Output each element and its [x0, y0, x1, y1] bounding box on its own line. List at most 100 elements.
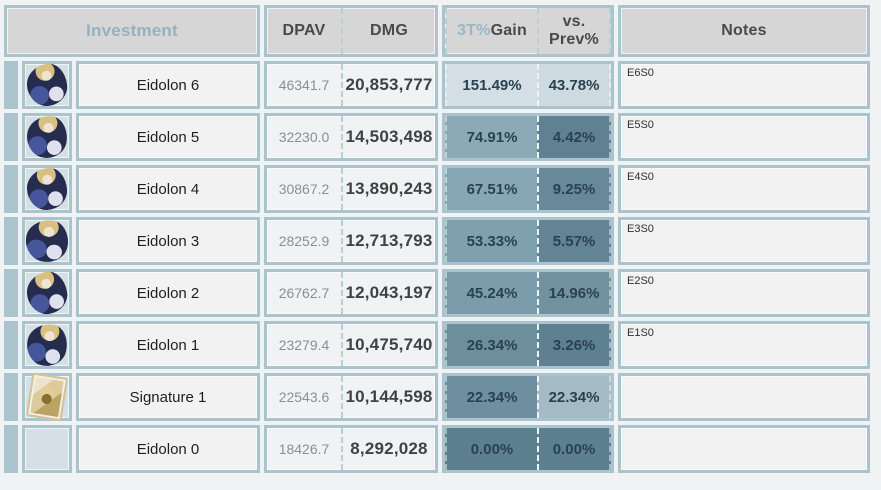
- gain-cell: 67.51%: [445, 168, 537, 210]
- dpav-dmg-group: 28252.9 12,713,793: [264, 217, 438, 265]
- prev-cell: 4.42%: [537, 116, 611, 158]
- prev-cell: 14.96%: [537, 272, 611, 314]
- gain-group: 151.49% 43.78%: [442, 61, 614, 109]
- notes-cell: E6S0: [618, 61, 870, 109]
- investment-label: Eidolon 1: [76, 321, 260, 369]
- notes-cell: E4S0: [618, 165, 870, 213]
- investment-icon-cell: [22, 165, 72, 213]
- dpav-value: 30867.2: [278, 181, 330, 197]
- row-color-strip: [4, 217, 18, 265]
- investment-icon-cell: [22, 268, 72, 318]
- gain-group: 67.51% 9.25%: [442, 165, 614, 213]
- header-notes: Notes: [618, 5, 870, 57]
- investment-icon-cell: [22, 217, 72, 265]
- gain-group: 53.33% 5.57%: [442, 217, 614, 265]
- header-gain-rest: Gain: [490, 22, 527, 39]
- investment-icon-cell: [22, 61, 72, 109]
- dmg-value: 20,853,777: [341, 64, 435, 106]
- header-dmg: DMG: [341, 8, 435, 54]
- gain-cell: 22.34%: [445, 376, 537, 418]
- dmg-value: 13,890,243: [341, 168, 435, 210]
- signature-lightcone-icon: [25, 372, 69, 422]
- dpav-dmg-group: 30867.2 13,890,243: [264, 165, 438, 213]
- gain-cell: 0.00%: [445, 428, 537, 470]
- notes-cell: E1S0: [618, 321, 870, 369]
- row-color-strip: [4, 113, 18, 161]
- investment-icon-cell: [22, 320, 72, 370]
- notes-cell: E2S0: [618, 269, 870, 317]
- dpav-dmg-group: 26762.7 12,043,197: [264, 269, 438, 317]
- dpav-value: 18426.7: [278, 441, 330, 457]
- notes-cell: [618, 425, 870, 473]
- row-color-strip: [4, 269, 18, 317]
- prev-cell: 9.25%: [537, 168, 611, 210]
- dpav-value: 26762.7: [278, 285, 330, 301]
- dpav-dmg-group: 32230.0 14,503,498: [264, 113, 438, 161]
- gain-group: 45.24% 14.96%: [442, 269, 614, 317]
- eidolon-portrait-icon: [25, 166, 69, 212]
- prev-cell: 5.57%: [537, 220, 611, 262]
- header-prev-line2: Prev%: [549, 31, 599, 48]
- investment-icon-cell: [22, 372, 72, 422]
- eidolon-portrait-icon: [25, 114, 69, 160]
- header-gain-accent: 3T%: [457, 22, 491, 39]
- eidolon-portrait-icon: [23, 320, 71, 370]
- header-dpav-dmg-group: DPAV DMG: [264, 5, 438, 57]
- gain-cell: 45.24%: [445, 272, 537, 314]
- table-row: Eidolon 2 26762.7 12,043,197 45.24% 14.9…: [4, 268, 881, 318]
- investment-label: Eidolon 3: [76, 217, 260, 265]
- dmg-value: 14,503,498: [341, 116, 435, 158]
- dmg-value: 10,475,740: [341, 324, 435, 366]
- row-color-strip: [4, 165, 18, 213]
- row-color-strip: [4, 425, 18, 473]
- header-investment: Investment: [4, 5, 260, 57]
- dpav-dmg-group: 22543.6 10,144,598: [264, 373, 438, 421]
- header-investment-label: Investment: [86, 21, 178, 40]
- page-background: Investment DPAV DMG 3T% Gain vs. Prev% N…: [4, 5, 881, 473]
- header-prev: vs. Prev%: [537, 8, 611, 54]
- prev-cell: 3.26%: [537, 324, 611, 366]
- dmg-value: 10,144,598: [341, 376, 435, 418]
- investment-icon-cell: [22, 425, 72, 473]
- notes-cell: [618, 373, 870, 421]
- investment-label: Signature 1: [76, 373, 260, 421]
- header-prev-line1: vs.: [562, 12, 586, 30]
- investment-label: Eidolon 2: [76, 269, 260, 317]
- gain-group: 26.34% 3.26%: [442, 321, 614, 369]
- dpav-value: 28252.9: [278, 233, 330, 249]
- prev-cell: 0.00%: [537, 428, 611, 470]
- eidolon-portrait-icon: [23, 268, 71, 318]
- gain-group: 0.00% 0.00%: [442, 425, 614, 473]
- dpav-value: 23279.4: [278, 337, 330, 353]
- investment-table: Investment DPAV DMG 3T% Gain vs. Prev% N…: [4, 5, 881, 473]
- prev-cell: 22.34%: [537, 376, 611, 418]
- header-gain-group: 3T% Gain vs. Prev%: [442, 5, 614, 57]
- dpav-dmg-group: 18426.7 8,292,028: [264, 425, 438, 473]
- prev-cell: 43.78%: [537, 64, 611, 106]
- row-color-strip: [4, 373, 18, 421]
- gain-cell: 74.91%: [445, 116, 537, 158]
- investment-label: Eidolon 4: [76, 165, 260, 213]
- notes-cell: E3S0: [618, 217, 870, 265]
- row-color-strip: [4, 61, 18, 109]
- dpav-dmg-group: 46341.7 20,853,777: [264, 61, 438, 109]
- investment-label: Eidolon 6: [76, 61, 260, 109]
- header-gain: 3T% Gain: [445, 8, 537, 54]
- table-header-row: Investment DPAV DMG 3T% Gain vs. Prev% N…: [4, 5, 881, 57]
- gain-cell: 151.49%: [445, 64, 537, 106]
- table-row: Eidolon 5 32230.0 14,503,498 74.91% 4.42…: [4, 113, 881, 161]
- dpav-value: 22543.6: [278, 389, 330, 405]
- investment-label: Eidolon 5: [76, 113, 260, 161]
- table-row: Eidolon 1 23279.4 10,475,740 26.34% 3.26…: [4, 320, 881, 370]
- investment-icon-cell: [22, 113, 72, 161]
- gain-cell: 53.33%: [445, 220, 537, 262]
- gain-group: 74.91% 4.42%: [442, 113, 614, 161]
- gain-cell: 26.34%: [445, 324, 537, 366]
- dpav-value: 46341.7: [278, 77, 330, 93]
- table-row: Signature 1 22543.6 10,144,598 22.34% 22…: [4, 372, 881, 422]
- table-row: Eidolon 3 28252.9 12,713,793 53.33% 5.57…: [4, 217, 881, 265]
- dmg-value: 12,043,197: [341, 272, 435, 314]
- table-row: Eidolon 6 46341.7 20,853,777 151.49% 43.…: [4, 61, 881, 109]
- dpav-value: 32230.0: [278, 129, 330, 145]
- table-row: Eidolon 4 30867.2 13,890,243 67.51% 9.25…: [4, 165, 881, 213]
